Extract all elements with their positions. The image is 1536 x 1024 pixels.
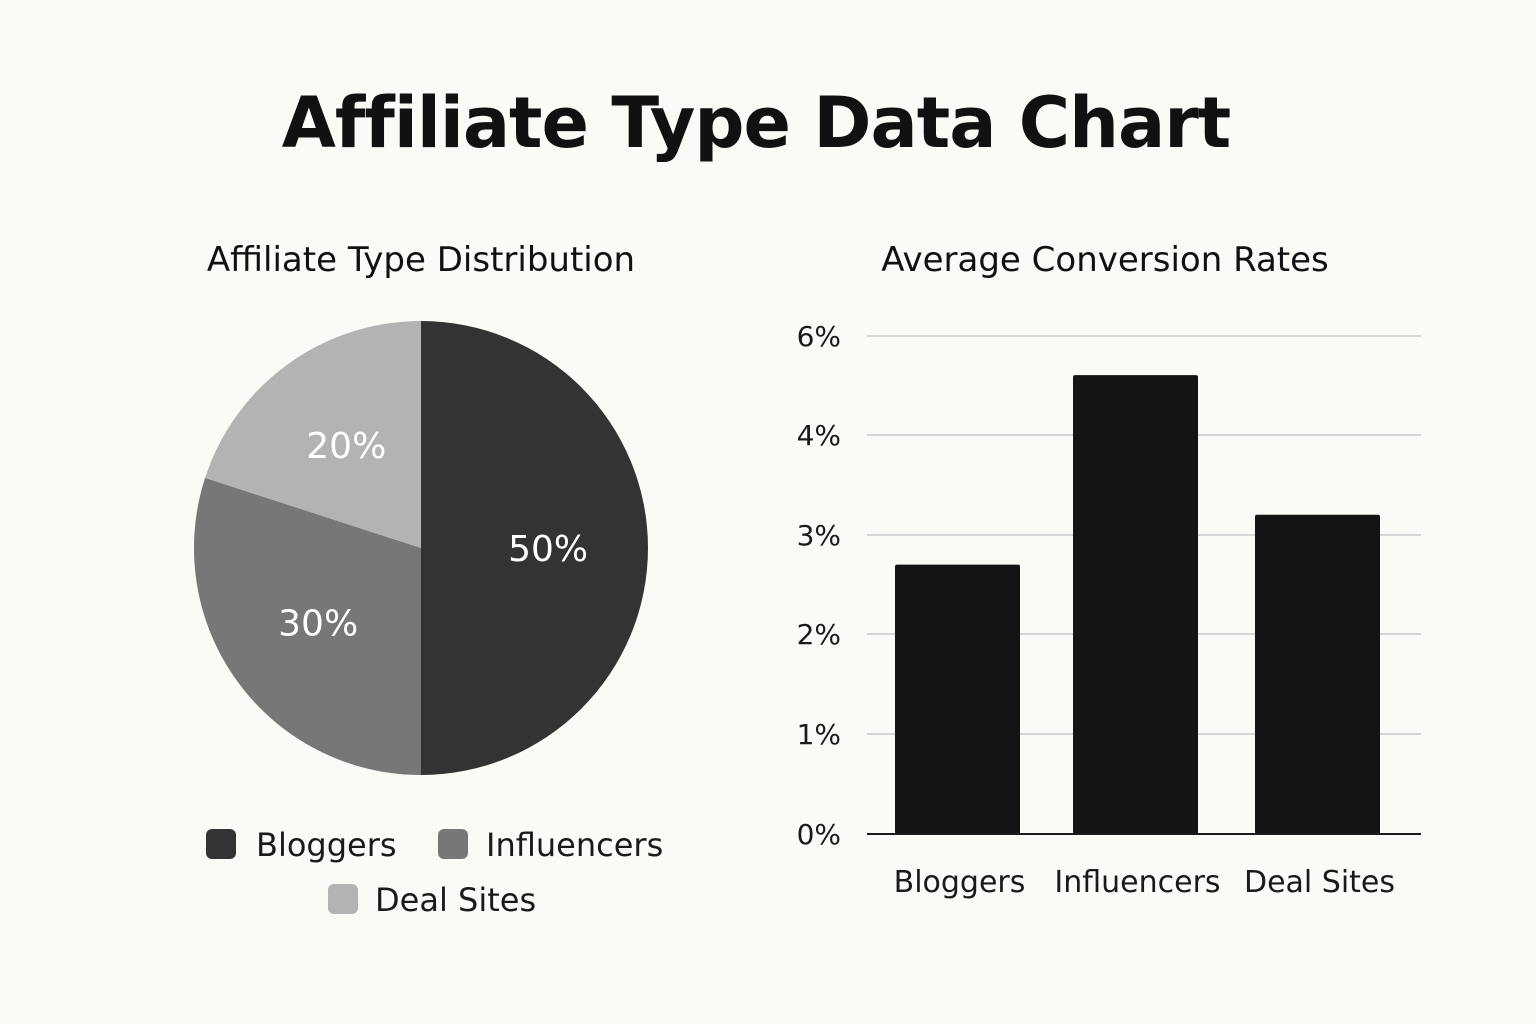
- bar-bloggers: [895, 564, 1020, 834]
- legend-swatch-deal-sites: [328, 884, 358, 914]
- category-label-bloggers: Bloggers: [894, 865, 1026, 900]
- y-tick-4: 4%: [797, 419, 841, 452]
- y-tick-2: 2%: [797, 618, 841, 651]
- legend-label-influencers: Influencers: [486, 826, 663, 864]
- pie-chart-title: Affiliate Type Distribution: [207, 240, 635, 280]
- pie-slice-label-deal-sites: 20%: [306, 426, 386, 467]
- y-tick-6: 6%: [797, 320, 841, 353]
- pie-slice-influencers: [193, 477, 421, 775]
- pie-slice-bloggers: [421, 321, 648, 775]
- pie-legend: Bloggers Influencers Deal Sites: [206, 826, 663, 919]
- bar-influencers: [1073, 375, 1198, 834]
- category-label-influencers: Influencers: [1054, 865, 1220, 900]
- bar-series: [895, 375, 1380, 834]
- category-label-deal-sites: Deal Sites: [1244, 865, 1395, 900]
- y-tick-0: 0%: [797, 818, 841, 851]
- bar-deal-sites: [1255, 514, 1380, 834]
- y-tick-3: 3%: [797, 519, 841, 552]
- bar-chart-panel: Average Conversion Rates 0% 1% 2% 3% 4% 6% Bl…: [797, 240, 1421, 900]
- pie-slice-label-influencers: 30%: [278, 604, 358, 645]
- bar-category-labels: Bloggers Influencers Deal Sites: [894, 865, 1395, 900]
- pie-slice-label-bloggers: 50%: [508, 529, 588, 570]
- legend-label-bloggers: Bloggers: [256, 826, 397, 864]
- legend-swatch-bloggers: [206, 829, 236, 859]
- pie-chart-panel: Affiliate Type Distribution 50% 30% 20% Bl…: [193, 240, 663, 919]
- bar-y-tick-labels: 0% 1% 2% 3% 4% 6%: [797, 320, 841, 851]
- main-title: Affiliate Type Data Chart: [281, 82, 1231, 164]
- pie-slice-deal-sites: [205, 321, 421, 548]
- pie-slices: [193, 321, 648, 775]
- legend-swatch-influencers: [438, 829, 468, 859]
- y-tick-1: 1%: [797, 718, 841, 751]
- pie-slice-labels: 50% 30% 20%: [278, 426, 588, 645]
- legend-label-deal-sites: Deal Sites: [375, 881, 536, 919]
- bar-chart-title: Average Conversion Rates: [881, 240, 1329, 280]
